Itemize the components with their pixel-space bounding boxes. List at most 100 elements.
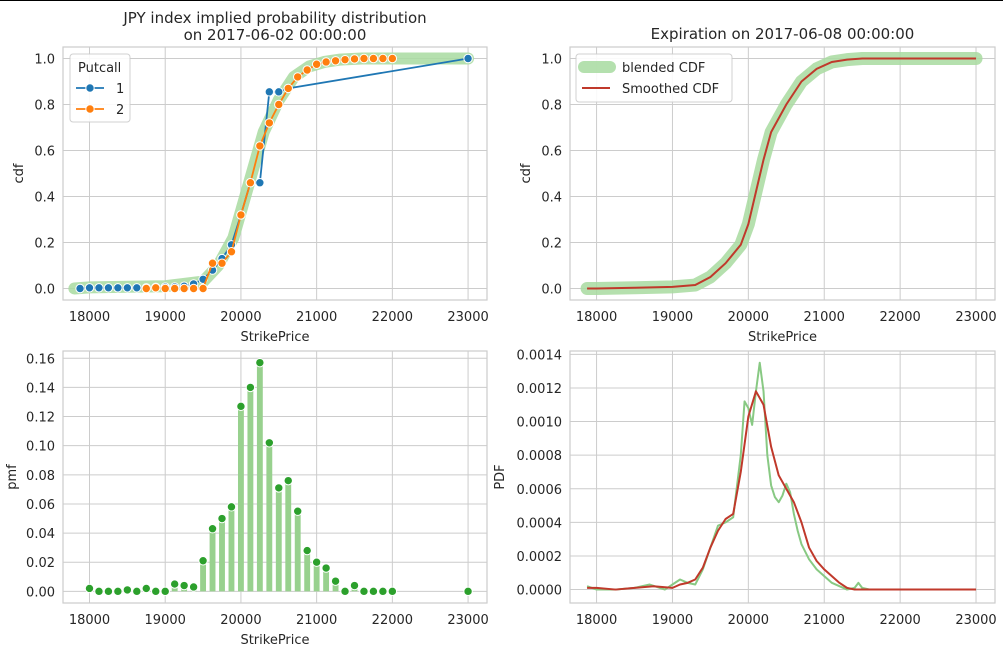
- pmf-bar: [323, 568, 330, 592]
- x-tick-label: 18000: [576, 613, 617, 628]
- pmf-point: [274, 483, 284, 493]
- y-tick-label: 0.2: [34, 237, 55, 252]
- pmf-bar: [256, 362, 263, 592]
- pmf-point: [160, 586, 170, 597]
- pmf-point: [113, 586, 123, 597]
- pdf-axes: 18000 19000 20000 21000 22000 23000 0.0000 0.00…: [493, 348, 997, 628]
- x-tick-label: 19000: [652, 310, 693, 325]
- data-point-series-2: [255, 141, 265, 151]
- data-point-series-1: [255, 178, 265, 188]
- data-point-series-2: [368, 53, 379, 64]
- pmf-bar: [228, 506, 235, 592]
- data-point-series-2: [349, 54, 360, 64]
- x-axis-label: StrikePrice: [748, 330, 817, 345]
- x-tick-label: 18000: [69, 310, 110, 325]
- data-point-series-1: [113, 283, 123, 293]
- y-tick-label: 1.0: [541, 53, 562, 68]
- y-tick-label: 0.0014: [517, 348, 563, 363]
- data-point-series-1: [94, 283, 104, 293]
- pmf-point: [311, 557, 322, 567]
- x-tick-label: 18000: [69, 613, 110, 628]
- axes-frame: [569, 46, 996, 301]
- data-point-series-1: [274, 87, 284, 97]
- data-point-series-2: [293, 72, 303, 82]
- y-tick-label: 0.02: [26, 556, 55, 571]
- data-point-series-2: [217, 258, 227, 268]
- blended-cdf-axes: 18000 19000 20000 21000 22000 23000 0.0 0.2 0.4 0…: [519, 25, 997, 345]
- x-tick-label: 23000: [447, 310, 488, 325]
- x-tick-label: 21000: [296, 613, 337, 628]
- pmf-point: [226, 502, 237, 512]
- data-point-series-2: [207, 258, 218, 268]
- x-tick-label: 20000: [728, 613, 769, 628]
- y-tick-label: 0.04: [26, 527, 55, 542]
- pmf-point: [463, 586, 473, 597]
- pmf-point: [340, 586, 350, 597]
- data-point-series-1: [103, 283, 114, 293]
- y-tick-label: 0.0: [34, 283, 55, 298]
- data-point-series-2: [378, 53, 388, 64]
- y-tick-label: 0.8: [34, 99, 55, 114]
- x-tick-label: 19000: [145, 310, 186, 325]
- legend-title: Putcall: [78, 61, 121, 76]
- pmf-bar: [209, 528, 216, 592]
- y-tick-label: 0.6: [34, 145, 55, 160]
- y-tick-label: 0.0004: [517, 516, 563, 531]
- data-point-series-2: [160, 283, 170, 294]
- pmf-point: [321, 563, 331, 573]
- pmf-point: [349, 580, 360, 591]
- data-point-series-2: [330, 56, 341, 66]
- data-point-series-2: [151, 283, 161, 293]
- data-point-series-2: [340, 54, 350, 65]
- legend-label: blended CDF: [622, 61, 705, 76]
- pmf-point: [217, 513, 227, 524]
- pmf-point: [122, 585, 133, 595]
- data-point-series-1: [75, 283, 85, 294]
- series-line-1: [79, 57, 469, 290]
- raw-pdf-line: [586, 361, 977, 591]
- chart-title: JPY index implied probability distributi…: [122, 9, 426, 27]
- pmf-point: [188, 582, 199, 592]
- data-point-series-2: [179, 283, 189, 294]
- x-tick-label: 20000: [728, 310, 769, 325]
- x-tick-label: 23000: [955, 613, 996, 628]
- x-tick-label: 21000: [804, 310, 845, 325]
- y-tick-label: 0.00: [26, 585, 55, 600]
- y-tick-label: 0.2: [541, 237, 562, 252]
- pmf-point: [169, 579, 180, 589]
- x-tick-label: 19000: [652, 613, 693, 628]
- pmf-point: [84, 583, 95, 594]
- x-tick-label: 18000: [576, 310, 617, 325]
- pmf-point: [179, 580, 189, 591]
- x-tick-label: 21000: [296, 310, 337, 325]
- data-point-series-2: [264, 118, 275, 128]
- pmf-point: [378, 586, 388, 597]
- data-point-series-2: [359, 53, 369, 64]
- y-tick-label: 0.16: [26, 352, 55, 367]
- pmf-bar: [200, 560, 207, 592]
- pmf-point: [359, 586, 369, 597]
- data-point-series-2: [188, 283, 199, 294]
- axes-frame: [569, 350, 996, 604]
- y-tick-label: 0.08: [26, 469, 55, 484]
- pmf-point: [283, 475, 293, 486]
- x-axis-label: StrikePrice: [240, 330, 309, 345]
- smoothed-pdf-line: [587, 390, 977, 591]
- pmf-bar: [332, 581, 339, 592]
- data-point-series-2: [302, 65, 312, 75]
- pmf-point: [255, 357, 265, 368]
- data-point-series-1: [264, 87, 275, 97]
- data-point-series-2: [198, 283, 208, 294]
- legend: blended CDF Smoothed CDF: [575, 53, 733, 103]
- axes-frame: [62, 46, 488, 301]
- pmf-point: [293, 506, 303, 516]
- y-tick-label: 0.0008: [517, 449, 563, 464]
- pmf-bar: [294, 511, 301, 592]
- data-point-series-2: [321, 57, 331, 67]
- pmf-bar: [275, 487, 282, 592]
- x-tick-label: 23000: [955, 310, 996, 325]
- y-axis-label: cdf: [12, 163, 27, 183]
- cdf-by-putcall-axes: 18000 19000 20000 21000 22000 23000 0.0 0.2 0.4 0…: [12, 9, 489, 345]
- x-tick-label: 22000: [879, 613, 920, 628]
- pmf-point: [264, 438, 275, 448]
